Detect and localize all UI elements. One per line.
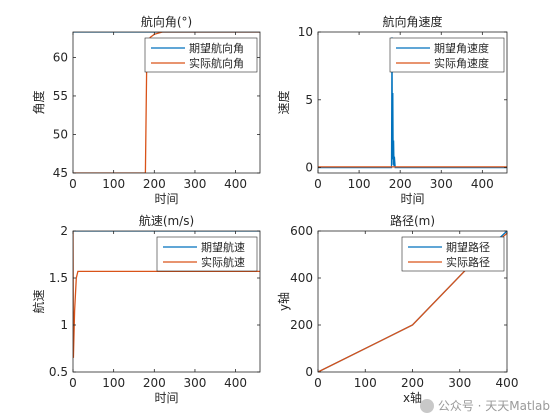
x-axis-label-path: x轴 [403, 390, 422, 405]
y-tick-label-heading-rate-2: 10 [298, 25, 313, 39]
axes-box-speed [72, 230, 261, 373]
axes-box-heading [72, 31, 261, 174]
watermark: 公众号 · 天天Matlab [419, 397, 550, 414]
y-tick-label-path-1: 200 [290, 318, 313, 332]
y-tick-label-speed-3: 2 [60, 224, 68, 238]
legend-label-path-1: 实际路径 [446, 255, 490, 269]
legend-box-heading-rate [389, 37, 505, 73]
y-tick-label-path-2: 400 [290, 271, 313, 285]
legend-label-heading-0: 期望航向角 [189, 41, 244, 55]
x-tick-label-heading-rate-0: 0 [314, 177, 322, 191]
x-tick-label-heading-rate-1: 100 [348, 177, 371, 191]
y-tick-label-path-0: 0 [305, 365, 313, 379]
x-axis-label-top-row-0: 时间 [154, 192, 178, 206]
chart-title-heading-rate: 航向角速度 [382, 14, 442, 29]
wechat-logo-icon [419, 398, 434, 413]
y-tick-label-heading-rate-0: 0 [305, 161, 313, 175]
x-tick-label-path-3: 300 [448, 376, 471, 390]
y-tick-label-heading-rate-1: 5 [305, 93, 313, 107]
x-tick-label-heading-rate-3: 300 [430, 177, 453, 191]
legend-label-heading-1: 实际航向角 [189, 56, 244, 70]
y-axis-label-speed: 航速 [31, 289, 46, 313]
axes-box-heading-rate [317, 31, 508, 174]
y-tick-label-speed-1: 1 [60, 318, 68, 332]
x-tick-label-heading-1: 100 [102, 177, 125, 191]
legend-label-speed-1: 实际航速 [201, 255, 245, 269]
legend-box-path [401, 236, 505, 272]
y-tick-label-heading-3: 60 [53, 50, 68, 64]
x-tick-label-path-4: 400 [496, 376, 519, 390]
x-tick-label-heading-4: 400 [224, 177, 247, 191]
x-tick-label-speed-1: 100 [102, 376, 125, 390]
x-tick-label-speed-0: 0 [69, 376, 77, 390]
x-axis-label-top-row-1: 时间 [400, 192, 424, 206]
x-axis-label-speed: 时间 [154, 391, 178, 405]
y-tick-label-heading-1: 50 [53, 127, 68, 141]
x-tick-label-path-0: 0 [314, 376, 322, 390]
x-tick-label-heading-3: 300 [184, 177, 207, 191]
y-tick-label-speed-0: 0.5 [49, 365, 68, 379]
x-tick-label-heading-rate-2: 200 [389, 177, 412, 191]
legend-label-path-0: 期望路径 [446, 241, 490, 254]
legend-box-heading [144, 37, 258, 73]
x-tick-label-path-2: 200 [401, 376, 424, 390]
legend-box-speed [156, 236, 258, 272]
x-tick-label-heading-0: 0 [69, 177, 77, 191]
x-tick-label-path-1: 100 [354, 376, 377, 390]
legend-label-speed-0: 期望航速 [201, 240, 245, 254]
y-tick-label-speed-2: 1.5 [49, 271, 68, 285]
x-tick-label-speed-2: 200 [143, 376, 166, 390]
x-tick-label-heading-rate-4: 400 [471, 177, 494, 191]
y-axis-label-heading: 角度 [31, 90, 46, 114]
chart-title-speed: 航速(m/s) [139, 213, 194, 228]
y-tick-label-path-3: 600 [290, 224, 313, 238]
y-tick-label-heading-0: 45 [53, 166, 68, 180]
legend-label-heading-rate-1: 实际角速度 [434, 56, 489, 70]
series-line-heading-rate-0 [318, 37, 507, 169]
watermark-text: 公众号 · 天天Matlab [437, 399, 550, 413]
x-tick-label-speed-4: 400 [224, 376, 247, 390]
x-tick-label-speed-3: 300 [184, 376, 207, 390]
legend-label-heading-rate-0: 期望角速度 [434, 41, 489, 55]
chart-title-path: 路径(m) [390, 213, 435, 228]
y-axis-label-path: y轴 [276, 292, 291, 311]
y-axis-label-heading-rate: 速度 [276, 90, 291, 114]
y-tick-label-heading-2: 55 [53, 89, 68, 103]
chart-title-heading: 航向角(°) [141, 14, 192, 29]
x-tick-label-heading-2: 200 [143, 177, 166, 191]
